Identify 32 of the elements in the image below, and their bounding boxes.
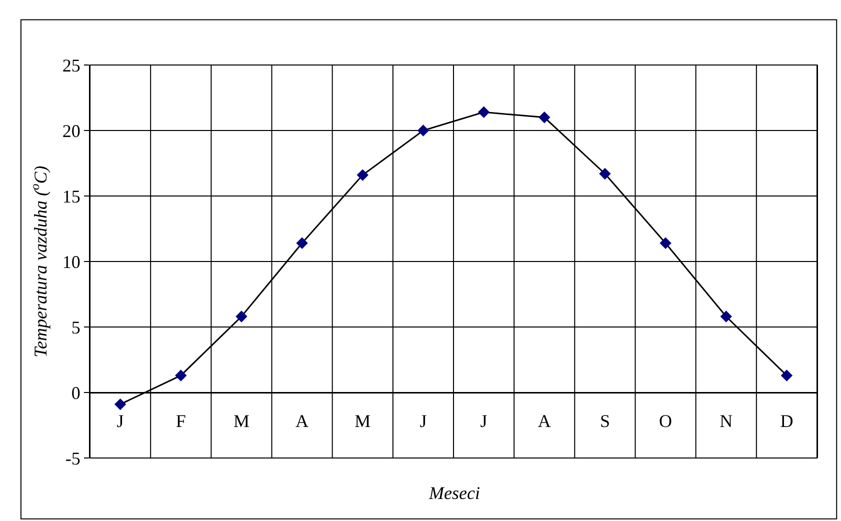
point: [478, 106, 490, 118]
x-tick-label: N: [720, 411, 733, 432]
x-tick-label: J: [116, 411, 124, 432]
x-tick-label: J: [480, 411, 488, 432]
y-tick-label: 10: [62, 252, 80, 272]
x-tick-label: M: [354, 411, 371, 432]
y-tick-label: 20: [62, 120, 80, 141]
y-tick-label: -5: [65, 448, 80, 468]
point: [538, 112, 550, 124]
x-axis-title: Meseci: [428, 483, 480, 503]
x-tick-label: F: [176, 411, 186, 432]
point: [417, 124, 430, 136]
x-tick-label: D: [780, 411, 794, 432]
x-tick-label: M: [233, 411, 250, 432]
point: [296, 237, 308, 250]
x-tick-label: O: [659, 411, 672, 432]
point: [599, 168, 611, 180]
point: [720, 310, 732, 322]
point: [236, 310, 248, 322]
point: [356, 169, 368, 181]
x-tick-label: J: [420, 411, 427, 432]
point: [114, 398, 126, 410]
x-tick-label: A: [296, 411, 309, 432]
y-tick-label: 5: [71, 317, 80, 338]
point: [780, 370, 793, 382]
point: [175, 370, 187, 382]
point: [660, 237, 672, 250]
x-tick-label: S: [600, 411, 610, 432]
y-tick-label: 15: [62, 186, 80, 206]
y-tick-label: 0: [71, 382, 80, 403]
x-tick-label: A: [538, 411, 551, 432]
y-tick-label: 25: [62, 55, 80, 76]
